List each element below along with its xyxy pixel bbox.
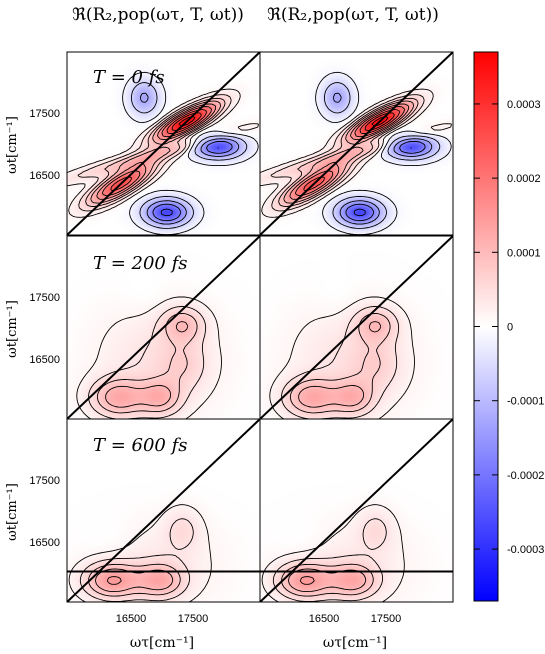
contour-line-1 [345,140,426,222]
diagonal-line [260,236,453,419]
panel-r2-c1 [260,419,453,602]
panel-frame [259,418,454,603]
contour-line-6 [270,94,425,212]
diagonal-line [260,52,453,235]
contour-line-9 [106,576,122,585]
panel-r1-c1 [260,236,453,419]
contour-line-4 [315,71,452,235]
contour-line-1 [152,140,233,222]
contour-line-8 [298,321,382,408]
panel-r2-c0 [67,419,260,602]
contour-line-3 [130,82,248,229]
colorbar-tick-label: -0.0001 [507,396,544,408]
xlabel-left: ωτ[cm⁻¹] [130,635,194,651]
xtick-right-16500: 16500 [309,613,340,625]
contour-line-7 [278,97,419,207]
diagonal-line [67,236,260,419]
ytick-r3-16500: 16500 [29,537,60,549]
ytick-r2-16500: 16500 [29,354,60,366]
panel-r0-c1 [260,52,453,235]
contour-line-0 [353,147,412,217]
contour-line-4 [122,71,259,235]
ytick-r2-17500: 17500 [29,292,60,304]
panel-frame [259,51,454,236]
contour-line-0 [160,147,219,217]
panel-grid [66,51,454,603]
colorbar-tick-label: -0.0003 [507,544,544,556]
colorbar-tick-label: 0.0001 [507,247,541,259]
ylabel-row1: ωt[cm⁻¹] [5,116,20,174]
ytick-r3-17500: 17500 [29,475,60,487]
contour-line-2 [332,92,433,225]
ytick-r1-17500: 17500 [29,108,60,120]
colorbar-tick-label: -0.0002 [507,470,544,482]
panel-r1-c0 [67,236,260,419]
contour-line-13 [178,116,196,127]
ylabel-row3: ωt[cm⁻¹] [5,483,20,541]
ytick-r1-16500: 16500 [29,170,60,182]
contour-line-10 [294,106,406,197]
contour-line-10 [101,106,213,197]
contour-line-12 [171,112,202,131]
column-title-right: ℜ(R₂,pop(ωτ, T, ωt)) [267,5,439,25]
contour-line-5 [260,88,452,218]
xtick-left-17500: 17500 [178,613,209,625]
contour-line-8 [283,100,415,204]
colorbar-tick-label: 0 [507,322,513,334]
colorbar-tick-label: 0.0002 [507,173,541,185]
xtick-right-17500: 17500 [371,613,402,625]
xlabel-right: ωτ[cm⁻¹] [323,635,387,651]
contour-line-6 [77,94,232,212]
contour-line-8 [105,321,189,408]
colorbar-tick-label: 0.0003 [507,99,541,111]
colorbar-ticks: 0.0003 0.0002 0.0001 0 -0.0001 -0.0002 -0.0003 [474,99,544,556]
contour-line-5 [269,296,415,419]
contour-line-7 [85,97,226,207]
panel-r0-c0 [67,52,260,235]
contour-line-5 [67,88,259,218]
row-label-t0: T = 0 fs [93,67,165,88]
xtick-left-16500: 16500 [116,613,147,625]
contour-line-3 [323,82,441,229]
row-label-t200: T = 200 fs [93,253,188,274]
column-title-left: ℜ(R₂,pop(ωτ, T, ωt)) [72,5,244,25]
row-label-t600: T = 600 fs [93,435,188,456]
contour-line-2 [139,92,240,225]
contour-line-13 [371,116,389,127]
contour-line-12 [364,112,395,131]
ylabel-row2: ωt[cm⁻¹] [5,300,20,358]
diagonal-line [67,52,260,235]
contour-line-8 [90,100,222,204]
contour-line-9 [299,576,315,585]
contour-line-5 [76,296,222,419]
